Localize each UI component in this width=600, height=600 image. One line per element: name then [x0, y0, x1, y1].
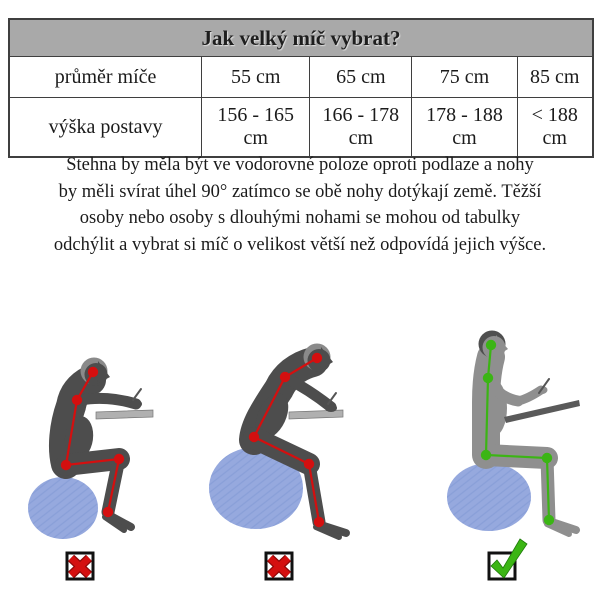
joint-dot	[71, 394, 83, 406]
height-cell-2: 166 - 178 cm	[309, 97, 413, 158]
hand	[325, 404, 337, 412]
figure-ball-medium	[209, 343, 350, 581]
exercise-ball-correct	[447, 463, 531, 531]
height-cell-3: 178 - 188 cm	[411, 97, 518, 158]
table-title: Jak velký míč vybrat?	[8, 18, 594, 57]
posture-line-red-2	[248, 352, 325, 528]
joint-dot	[279, 371, 291, 383]
joint-dot	[485, 339, 497, 351]
writing-desk	[95, 409, 154, 420]
pen-icon	[327, 392, 337, 405]
row-label-height: výška postavy	[8, 97, 203, 158]
diameter-cell-2: 65 cm	[309, 56, 413, 98]
joint-dot	[87, 366, 99, 378]
figure-ball-too-small	[28, 357, 154, 581]
diameter-cell-4: 85 cm	[516, 56, 594, 98]
height-cell-4: < 188 cm	[516, 97, 594, 158]
writing-board	[504, 400, 580, 423]
correct-mark-icon	[487, 538, 528, 581]
pen-icon	[538, 378, 550, 394]
writing-desk	[288, 409, 344, 420]
description-paragraph: Stehna by měla být ve vodorovné poloze o…	[53, 155, 547, 255]
joint-dot	[313, 516, 325, 528]
exercise-ball-small	[28, 477, 98, 539]
incorrect-mark-icon-1	[65, 551, 95, 581]
hand	[130, 400, 142, 408]
posture-line-green	[480, 339, 555, 526]
diameter-cell-1: 55 cm	[201, 56, 311, 98]
pen-icon	[132, 388, 142, 401]
figure-ball-correct	[447, 330, 580, 581]
joint-dot	[113, 453, 125, 465]
joint-dot	[480, 449, 492, 461]
joint-dot	[60, 459, 72, 471]
exercise-ball-medium	[209, 447, 303, 529]
diameter-cell-3: 75 cm	[411, 56, 518, 98]
joint-dot	[311, 352, 323, 364]
incorrect-mark-icon-2	[264, 551, 294, 581]
row-label-diameter: průměr míče	[8, 56, 203, 98]
height-cell-1: 156 - 165 cm	[201, 97, 311, 158]
joint-dot	[541, 452, 553, 464]
joint-dot	[482, 372, 494, 384]
joint-dot	[303, 458, 315, 470]
ball-size-table: Jak velký míč vybrat? průměr míče 55 cm …	[8, 18, 594, 158]
joint-dot	[102, 506, 114, 518]
joint-dot	[248, 431, 260, 443]
joint-dot	[543, 514, 555, 526]
posture-line-red-1	[60, 366, 125, 518]
posture-figures-illustration	[28, 330, 580, 581]
